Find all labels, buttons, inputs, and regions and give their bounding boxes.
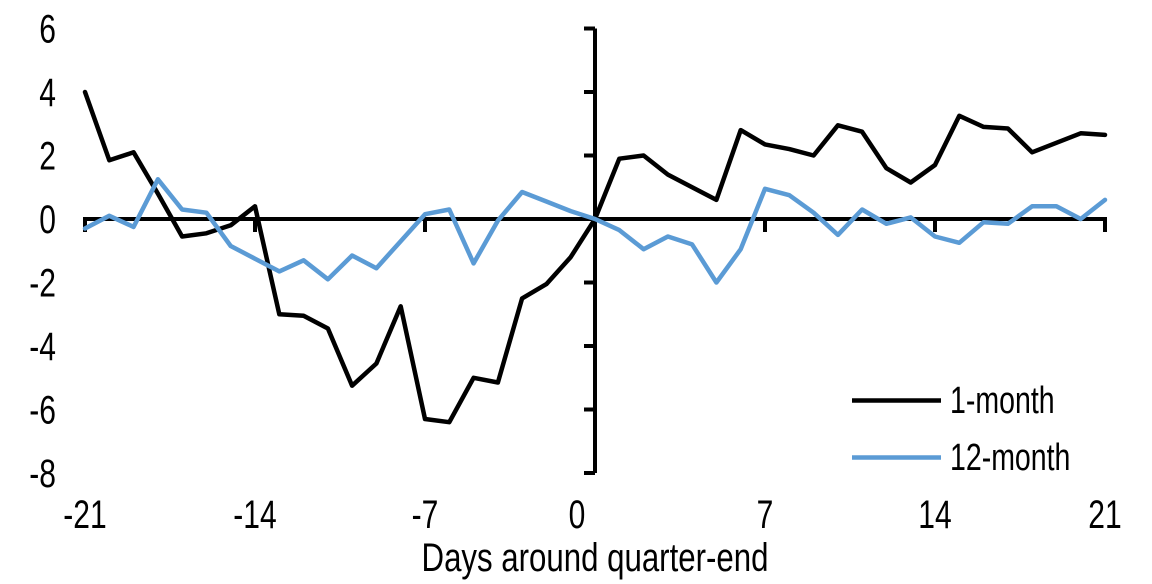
y-tick-label: -2	[29, 262, 56, 306]
x-tick-label: -7	[412, 493, 439, 537]
legend-label-1month: 1-month	[950, 380, 1055, 422]
series-lines	[82, 89, 1108, 425]
x-tick-label: 14	[918, 493, 951, 537]
axis-tick-labels: 6 4 2 0 -2 -4 -6 -8-21 -14 -7 0 7 14 21	[29, 8, 1121, 538]
x-tick-label: 0	[569, 493, 586, 537]
y-tick-label: -6	[29, 389, 56, 433]
y-tick-label: 4	[39, 71, 56, 115]
x-axis-title: Days around quarter-end	[422, 536, 769, 580]
y-tick-label: -4	[29, 325, 56, 369]
x-tick-label: -21	[63, 493, 106, 537]
legend: 1-month 12-month	[852, 380, 1070, 479]
x-tick-label: 21	[1088, 493, 1121, 537]
y-tick-label: -8	[29, 452, 56, 496]
series-line-12-month	[82, 177, 1108, 285]
y-tick-label: 2	[39, 135, 56, 179]
x-tick-label: -14	[233, 493, 276, 537]
y-tick-label: 6	[39, 8, 56, 52]
legend-label-12month: 12-month	[950, 437, 1070, 479]
y-tick-label: 0	[39, 198, 56, 242]
x-tick-label: 7	[757, 493, 774, 537]
